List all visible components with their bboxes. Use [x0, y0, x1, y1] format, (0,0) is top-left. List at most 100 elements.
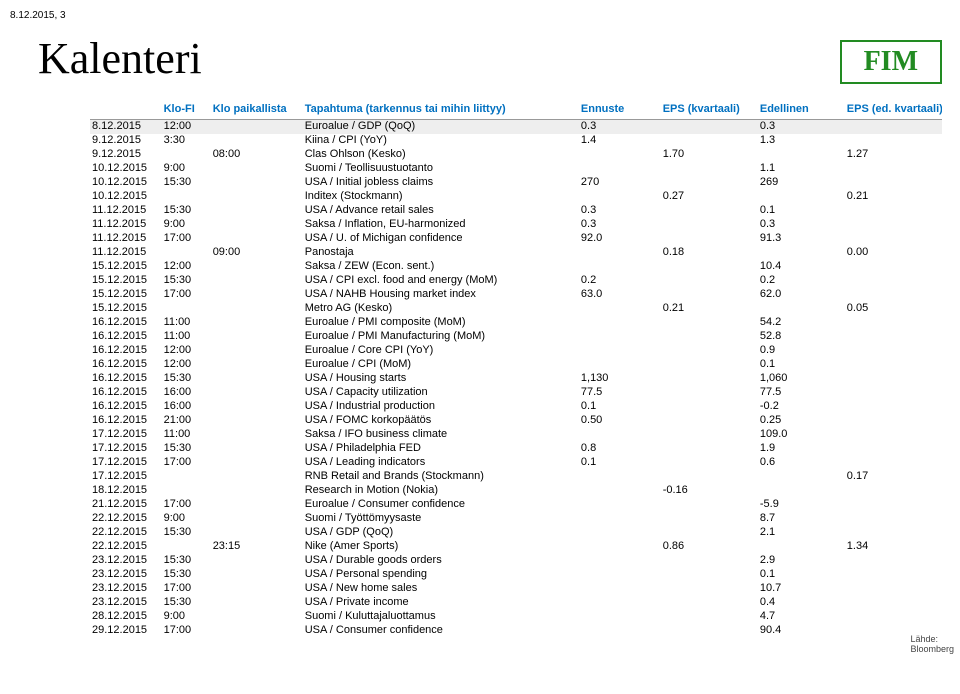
- table-row: 8.12.201512:00Euroalue / GDP (QoQ)0.30.3: [90, 119, 942, 134]
- cell-edel: [758, 470, 845, 484]
- cell-event: Euroalue / PMI Manufacturing (MoM): [303, 330, 579, 344]
- cell-ennuste: [579, 302, 661, 316]
- cell-date: 11.12.2015: [90, 232, 162, 246]
- cell-edel: 8.7: [758, 512, 845, 526]
- table-row: 9.12.20153:30Kiina / CPI (YoY)1.41.3: [90, 134, 942, 148]
- cell-eps: [661, 526, 758, 540]
- cell-ennuste: [579, 554, 661, 568]
- cell-eps: [661, 232, 758, 246]
- cell-eps: [661, 568, 758, 582]
- cell-eps: [661, 498, 758, 512]
- cell-event: USA / Capacity utilization: [303, 386, 579, 400]
- cell-eps: [661, 456, 758, 470]
- cell-date: 16.12.2015: [90, 344, 162, 358]
- cell-edel: [758, 148, 845, 162]
- calendar-table: Klo-FI Klo paikallista Tapahtuma (tarken…: [90, 102, 942, 638]
- cell-event: USA / FOMC korkopäätös: [303, 414, 579, 428]
- cell-ennuste: [579, 330, 661, 344]
- cell-date: 16.12.2015: [90, 358, 162, 372]
- cell-klopaik: [211, 386, 303, 400]
- cell-event: Euroalue / PMI composite (MoM): [303, 316, 579, 330]
- col-edellinen: Edellinen: [758, 102, 845, 119]
- cell-klofi: 12:00: [162, 119, 211, 134]
- cell-ennuste: [579, 190, 661, 204]
- cell-ennuste: [579, 358, 661, 372]
- cell-eps: [661, 358, 758, 372]
- cell-eps: [661, 414, 758, 428]
- cell-event: USA / U. of Michigan confidence: [303, 232, 579, 246]
- cell-klofi: 16:00: [162, 400, 211, 414]
- table-row: 10.12.20159:00Suomi / Teollisuustuotanto…: [90, 162, 942, 176]
- cell-date: 8.12.2015: [90, 119, 162, 134]
- cell-klopaik: [211, 218, 303, 232]
- col-eps: EPS (kvartaali): [661, 102, 758, 119]
- cell-eps: 1.70: [661, 148, 758, 162]
- cell-eps: 0.18: [661, 246, 758, 260]
- cell-edel: 0.3: [758, 119, 845, 134]
- cell-ennuste: [579, 596, 661, 610]
- table-row: 22.12.201523:15Nike (Amer Sports)0.861.3…: [90, 540, 942, 554]
- cell-ennuste: 0.8: [579, 442, 661, 456]
- cell-epsed: [845, 596, 942, 610]
- source-label: Lähde: Bloomberg: [910, 634, 954, 654]
- cell-edel: 269: [758, 176, 845, 190]
- cell-eps: [661, 596, 758, 610]
- cell-epsed: 0.00: [845, 246, 942, 260]
- cell-epsed: 0.17: [845, 470, 942, 484]
- cell-epsed: [845, 526, 942, 540]
- table-row: 15.12.2015Metro AG (Kesko)0.210.05: [90, 302, 942, 316]
- cell-date: 23.12.2015: [90, 554, 162, 568]
- cell-date: 22.12.2015: [90, 512, 162, 526]
- cell-klopaik: 23:15: [211, 540, 303, 554]
- cell-ennuste: [579, 470, 661, 484]
- cell-klofi: [162, 470, 211, 484]
- cell-klopaik: [211, 288, 303, 302]
- cell-edel: 2.9: [758, 554, 845, 568]
- table-row: 16.12.201516:00USA / Capacity utilizatio…: [90, 386, 942, 400]
- cell-klofi: 17:00: [162, 498, 211, 512]
- cell-epsed: [845, 442, 942, 456]
- col-ennuste: Ennuste: [579, 102, 661, 119]
- cell-eps: [661, 260, 758, 274]
- cell-ennuste: 0.1: [579, 456, 661, 470]
- cell-date: 11.12.2015: [90, 218, 162, 232]
- cell-event: Panostaja: [303, 246, 579, 260]
- cell-eps: 0.27: [661, 190, 758, 204]
- cell-date: 16.12.2015: [90, 372, 162, 386]
- cell-epsed: [845, 512, 942, 526]
- cell-klofi: 15:30: [162, 568, 211, 582]
- cell-klopaik: [211, 119, 303, 134]
- cell-event: USA / New home sales: [303, 582, 579, 596]
- table-row: 23.12.201515:30USA / Personal spending0.…: [90, 568, 942, 582]
- cell-klopaik: [211, 358, 303, 372]
- cell-event: Saksa / ZEW (Econ. sent.): [303, 260, 579, 274]
- col-epsed: EPS (ed. kvartaali): [845, 102, 942, 119]
- cell-eps: [661, 218, 758, 232]
- cell-klopaik: [211, 232, 303, 246]
- cell-edel: [758, 302, 845, 316]
- cell-date: 21.12.2015: [90, 498, 162, 512]
- cell-epsed: 0.05: [845, 302, 942, 316]
- cell-epsed: 1.34: [845, 540, 942, 554]
- cell-ennuste: [579, 484, 661, 498]
- cell-klofi: [162, 246, 211, 260]
- cell-eps: [661, 386, 758, 400]
- cell-event: USA / Private income: [303, 596, 579, 610]
- cell-klopaik: [211, 176, 303, 190]
- cell-ennuste: [579, 162, 661, 176]
- cell-epsed: [845, 316, 942, 330]
- cell-date: 18.12.2015: [90, 484, 162, 498]
- cell-eps: [661, 512, 758, 526]
- cell-klofi: 12:00: [162, 344, 211, 358]
- cell-epsed: [845, 498, 942, 512]
- cell-edel: [758, 190, 845, 204]
- table-row: 23.12.201515:30USA / Durable goods order…: [90, 554, 942, 568]
- cell-klopaik: [211, 610, 303, 624]
- cell-klofi: 17:00: [162, 232, 211, 246]
- cell-epsed: [845, 176, 942, 190]
- cell-klopaik: [211, 428, 303, 442]
- cell-eps: [661, 372, 758, 386]
- cell-ennuste: 92.0: [579, 232, 661, 246]
- table-row: 21.12.201517:00Euroalue / Consumer confi…: [90, 498, 942, 512]
- table-row: 15.12.201515:30USA / CPI excl. food and …: [90, 274, 942, 288]
